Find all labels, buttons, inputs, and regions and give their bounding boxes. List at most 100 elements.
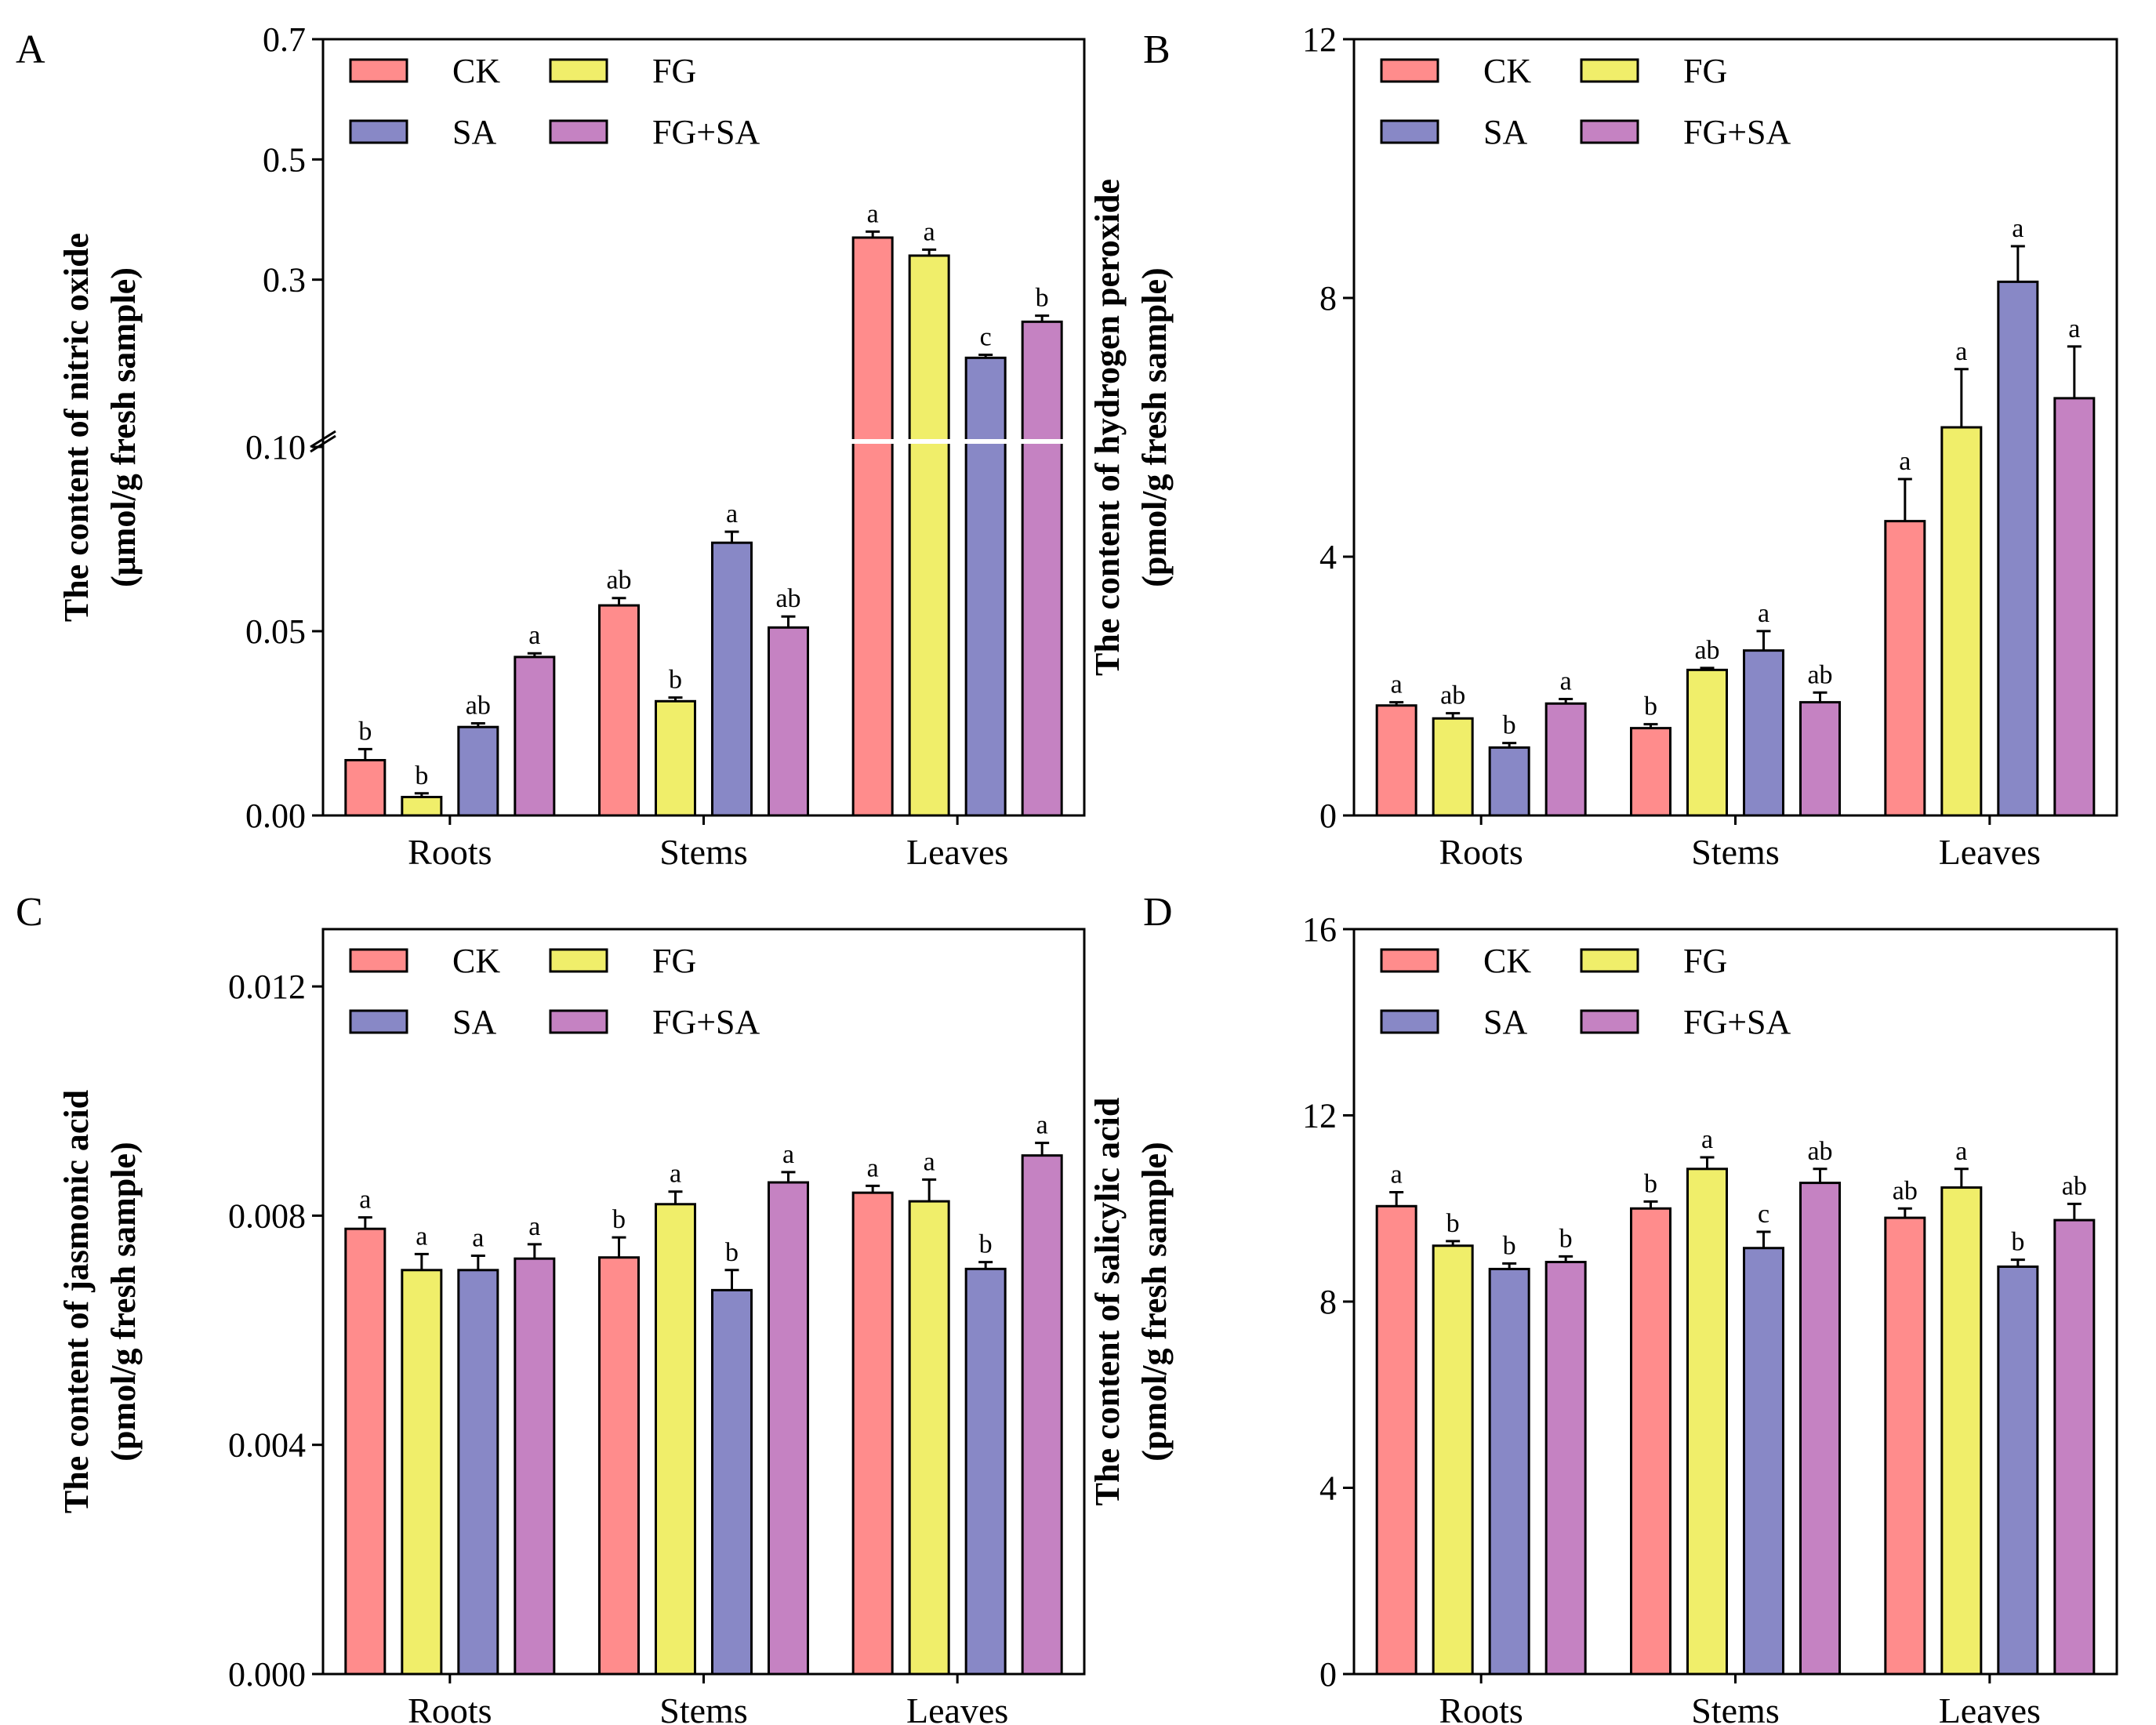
plot-frame (321, 38, 1086, 817)
bar-A-stems-fg (655, 699, 696, 817)
significance-letter: b (612, 1205, 626, 1234)
bar-D-leaves-fg (1940, 1186, 1983, 1676)
legend-swatch-fg (1580, 58, 1639, 83)
x-tick-label: Leaves (1939, 832, 2041, 872)
y-tick-label: 0.000 (228, 1655, 306, 1694)
legend-swatch-sa (1380, 119, 1439, 144)
bar-A-leaves-fg (908, 254, 950, 817)
y-tick-label: 0.10 (245, 428, 306, 467)
bar-B-stems-sa (1743, 649, 1784, 817)
legend-swatch-ck (1380, 58, 1439, 83)
legend-swatch-fg-sa (1580, 1009, 1639, 1034)
y-tick-label: 16 (1302, 910, 1337, 949)
y-axis-label: The content of salicylic acid (1088, 1098, 1127, 1506)
y-tick-label: 0.5 (263, 140, 306, 179)
legend-label: FG+SA (1683, 1003, 1791, 1041)
axis-break-mark (310, 430, 336, 448)
y-tick-label: 0.012 (228, 968, 306, 1006)
significance-letter: ab (1440, 681, 1465, 710)
x-tick-label: Roots (408, 832, 492, 872)
bar-A-leaves-ck (851, 236, 894, 817)
legend-swatch-sa (349, 119, 408, 144)
bar-B-roots-fg-sa (1544, 702, 1587, 817)
legend-label: FG (652, 52, 696, 90)
significance-letter: b (2011, 1228, 2024, 1257)
legend-label: FG (652, 942, 696, 980)
significance-letter: a (2012, 214, 2024, 243)
bar-D-stems-fg-sa (1799, 1182, 1841, 1676)
bar-B-leaves-ck (1884, 520, 1926, 817)
significance-letter: a (924, 1147, 935, 1176)
legend-swatch-ck (1380, 948, 1439, 973)
bar-B-leaves-fg-sa (2053, 397, 2096, 817)
panel-letter: D (1143, 890, 1173, 935)
bar-C-roots-sa (457, 1269, 499, 1676)
significance-letter: a (867, 1153, 879, 1182)
legend-swatch-sa (349, 1009, 408, 1034)
y-tick-label: 12 (1302, 1097, 1337, 1135)
y-tick-label: 0 (1319, 797, 1337, 835)
significance-letter: b (1644, 692, 1657, 721)
x-tick-label: Stems (659, 832, 747, 872)
significance-letter: a (1899, 447, 1911, 476)
panel-letter: C (16, 890, 43, 935)
legend-label: FG (1683, 52, 1727, 90)
bar-A-roots-fg-sa (514, 656, 556, 817)
axis-break-gap (325, 439, 1083, 444)
significance-letter: a (1701, 1125, 1713, 1154)
legend-label: FG+SA (652, 113, 760, 151)
x-tick-label: Roots (1439, 1690, 1523, 1725)
x-tick-label: Stems (1691, 1690, 1779, 1725)
bar-B-stems-ck (1630, 727, 1671, 817)
x-tick-label: Leaves (906, 1690, 1008, 1725)
y-tick-label: 0.00 (245, 797, 306, 835)
significance-letter: ab (466, 692, 491, 721)
bar-B-roots-sa (1488, 746, 1530, 817)
significance-letter: ab (775, 584, 800, 613)
legend-swatch-sa (1380, 1009, 1439, 1034)
significance-letter: b (1559, 1224, 1573, 1253)
y-tick-label: 8 (1319, 279, 1337, 318)
bar-B-roots-fg (1432, 717, 1474, 817)
significance-letter: ab (1807, 1137, 1832, 1166)
significance-letter: a (528, 621, 540, 650)
y-tick-label: 12 (1302, 20, 1337, 59)
significance-letter: b (1446, 1209, 1460, 1238)
y-tick-label: 4 (1319, 538, 1337, 576)
bar-D-stems-fg (1686, 1168, 1728, 1676)
significance-letter: ab (2062, 1171, 2087, 1200)
legend-label: FG+SA (652, 1003, 760, 1041)
bar-D-roots-fg-sa (1544, 1261, 1587, 1676)
significance-letter: a (782, 1140, 794, 1169)
bar-C-stems-ck (598, 1256, 640, 1676)
legend-label: SA (1483, 113, 1527, 151)
panel-D: abb bRootsbacabStemsabababLeaves0481216Th… (1088, 890, 2118, 1725)
bar-C-leaves-fg (908, 1200, 950, 1676)
bar-A-stems-sa (711, 541, 753, 817)
bar-C-leaves-sa (964, 1267, 1007, 1676)
legend-swatch-ck (349, 948, 408, 973)
legend-label: SA (452, 113, 496, 151)
bar-A-roots-sa (457, 725, 499, 817)
plot-frame (1352, 38, 2118, 817)
bar-D-leaves-ck (1884, 1216, 1926, 1676)
significance-letter: b (1644, 1169, 1657, 1198)
bar-D-stems-sa (1743, 1247, 1784, 1676)
significance-letter: b (979, 1230, 993, 1259)
x-tick-label: Stems (659, 1690, 747, 1725)
significance-letter: ab (1893, 1176, 1918, 1205)
y-axis-label: The content of hydrogen peroxide (1088, 179, 1127, 676)
y-axis-unit-label: (pmol/g fresh sample) (1135, 1142, 1174, 1461)
bar-B-stems-fg (1686, 668, 1728, 817)
significance-letter: b (1503, 1231, 1516, 1260)
bar-D-roots-fg (1432, 1244, 1474, 1676)
bar-D-leaves-sa (1997, 1265, 2039, 1676)
y-tick-label: 8 (1319, 1283, 1337, 1321)
y-tick-label: 0.7 (263, 20, 306, 59)
panel-letter: B (1143, 27, 1171, 72)
legend-swatch-fg-sa (549, 1009, 608, 1034)
legend-label: FG (1683, 942, 1727, 980)
significance-letter: b (358, 717, 372, 746)
bar-C-leaves-ck (851, 1191, 894, 1676)
